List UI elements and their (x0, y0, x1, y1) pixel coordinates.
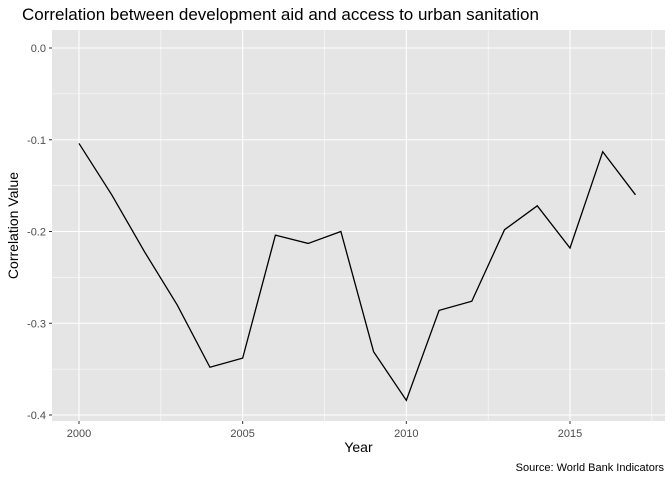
data-point (306, 241, 310, 245)
data-point (437, 308, 441, 312)
data-point (601, 150, 605, 154)
data-point (175, 303, 179, 307)
data-point (633, 193, 637, 197)
y-tick-label: -0.4 (27, 410, 46, 422)
major-gridlines (52, 30, 665, 421)
y-axis-ticks: 0.0 -0.1 -0.2 -0.3 -0.4 (27, 43, 52, 422)
data-point (208, 365, 212, 369)
x-tick-label: 2005 (230, 428, 254, 440)
data-point (503, 228, 507, 232)
data-point (77, 141, 81, 145)
chart-title: Correlation between development aid and … (22, 5, 539, 24)
data-point (142, 250, 146, 254)
x-axis-title: Year (344, 439, 373, 455)
x-tick-label: 2015 (558, 428, 582, 440)
plot-panel (52, 30, 665, 421)
data-point (470, 299, 474, 303)
minor-gridlines (52, 30, 665, 421)
chart-caption: Source: World Bank Indicators (516, 462, 665, 474)
x-tick-label: 2000 (67, 428, 91, 440)
series-line (78, 143, 636, 402)
y-tick-label: -0.2 (27, 227, 46, 239)
data-point (273, 233, 277, 237)
x-tick-label: 2010 (394, 428, 418, 440)
data-point (241, 356, 245, 360)
data-point (339, 230, 343, 234)
y-tick-label: 0.0 (31, 43, 46, 55)
data-point (568, 246, 572, 250)
y-tick-label: -0.1 (27, 135, 46, 147)
data-point (404, 398, 408, 402)
x-axis-ticks: 2000 2005 2010 2015 (67, 421, 582, 440)
y-tick-label: -0.3 (27, 318, 46, 330)
data-point (535, 204, 539, 208)
data-point (372, 350, 376, 354)
data-point (110, 193, 114, 197)
y-axis-title: Correlation Value (5, 172, 21, 279)
